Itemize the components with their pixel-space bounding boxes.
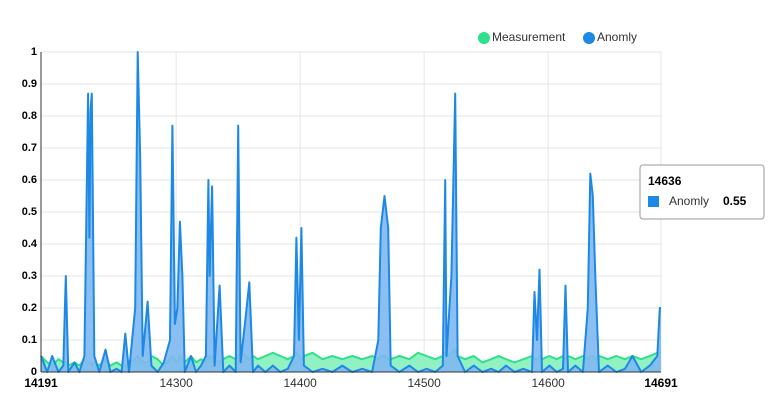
legend-marker	[583, 32, 595, 44]
tooltip-value: 0.55	[723, 194, 747, 208]
x-tick-label: 14500	[407, 376, 441, 390]
legend-label: Measurement	[492, 30, 566, 44]
tooltip-box	[639, 164, 765, 220]
tooltip-series: Anomly	[669, 194, 709, 208]
y-tick-label: 0.3	[22, 270, 37, 282]
x-tick-label: 14300	[159, 376, 193, 390]
x-tick-label: 14691	[644, 376, 678, 390]
y-tick-label: 0.7	[22, 142, 37, 154]
y-tick-label: 0.8	[22, 110, 37, 122]
x-tick-label: 14600	[531, 376, 565, 390]
y-tick-label: 0.4	[22, 238, 38, 250]
y-tick-label: 0.2	[22, 302, 37, 314]
y-tick-label: 0.5	[22, 206, 37, 218]
tooltip-swatch	[648, 196, 659, 207]
legend-label: Anomly	[597, 30, 637, 44]
legend-marker	[478, 32, 490, 44]
y-tick-label: 1	[31, 46, 37, 58]
y-tick-label: 0.6	[22, 174, 37, 186]
area-line	[40, 51, 661, 373]
x-tick-label: 14400	[283, 376, 317, 390]
y-tick-label: 0.9	[22, 78, 37, 90]
x-tick-label: 14191	[24, 376, 58, 390]
y-tick-label: 0.1	[22, 334, 37, 346]
y-tick-label: 0	[31, 366, 37, 378]
tooltip-title: 14636	[648, 174, 682, 188]
